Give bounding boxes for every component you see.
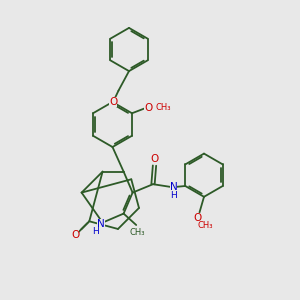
Text: N: N <box>97 219 105 229</box>
Text: O: O <box>109 97 117 107</box>
Text: CH₃: CH₃ <box>155 103 171 112</box>
Text: CH₃: CH₃ <box>197 220 213 230</box>
Text: O: O <box>150 154 159 164</box>
Text: N: N <box>169 182 177 192</box>
Text: H: H <box>170 191 177 200</box>
Text: CH₃: CH₃ <box>130 228 146 237</box>
Text: O: O <box>71 230 79 241</box>
Text: O: O <box>194 213 202 223</box>
Text: H: H <box>92 227 98 236</box>
Text: O: O <box>144 103 152 113</box>
